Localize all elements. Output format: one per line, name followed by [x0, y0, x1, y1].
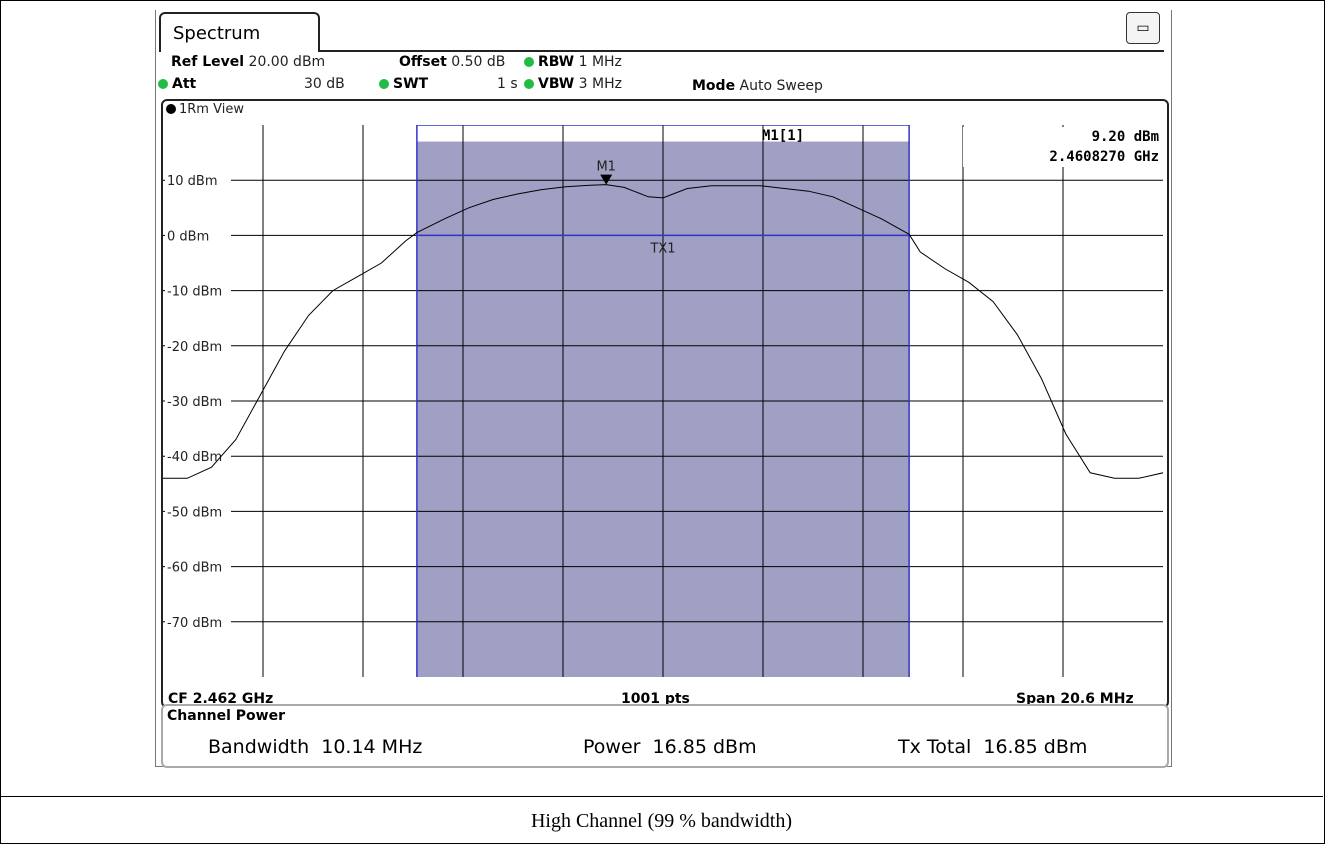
tick-label-background — [165, 447, 231, 465]
figure-caption: High Channel (99 % bandwidth) — [530, 810, 793, 832]
tick-label-background — [165, 557, 231, 575]
y-tick-label: 10 dBm — [167, 174, 218, 189]
swt: SWT — [379, 76, 428, 92]
status-dot-icon — [158, 79, 168, 89]
tab-underline — [319, 50, 1164, 52]
bandwidth-readout: Bandwidth 10.14 MHz — [208, 736, 423, 758]
tick-label-background — [165, 171, 231, 189]
mode: Mode Auto Sweep — [692, 78, 823, 94]
swt-value: 1 s — [497, 76, 518, 92]
y-tick-label: -10 dBm — [167, 285, 222, 300]
offset: Offset 0.50 dB — [399, 54, 506, 70]
tick-label-background — [165, 392, 231, 409]
marker-readout-name: M1[1] — [762, 128, 804, 144]
marker-readout-frequency: 2.4608270 GHz — [1049, 149, 1159, 165]
vbw: VBW 3 MHz — [524, 76, 622, 92]
y-tick-label: -40 dBm — [167, 450, 222, 465]
y-tick-label: -50 dBm — [167, 505, 222, 520]
tab-spectrum-label: Spectrum — [173, 23, 261, 44]
center-frequency: CF 2.462 GHz — [168, 691, 274, 707]
y-tick-label: -60 dBm — [167, 561, 222, 576]
y-tick-label: -20 dBm — [167, 340, 222, 355]
spectrum-plot: 10 dBm 0 dBm -10 dBm -20 dBm -30 dBm -40 dBm -… — [163, 125, 1163, 677]
caption-divider — [0, 796, 1323, 797]
status-dot-icon — [379, 79, 389, 89]
y-tick-label: -30 dBm — [167, 395, 222, 410]
ref-level: Ref Level 20.00 dBm — [171, 54, 326, 70]
att-value: 30 dB — [304, 76, 345, 92]
channel-power-panel: Channel Power Bandwidth 10.14 MHz Power … — [161, 704, 1169, 768]
status-dot-icon — [524, 79, 534, 89]
marker-triangle — [600, 174, 613, 185]
view-indicator-icon — [166, 104, 176, 114]
power-readout: Power 16.85 dBm — [583, 736, 757, 758]
tab-spectrum[interactable]: Spectrum — [159, 12, 320, 52]
tx-channel-label: TX1 — [649, 241, 675, 256]
y-tick-label: 0 dBm — [167, 229, 209, 244]
tick-label-background — [165, 281, 231, 299]
marker-readout-level: 9.20 dBm — [1092, 129, 1159, 145]
status-dot-icon — [524, 57, 534, 67]
marker-readout-background — [963, 127, 1160, 167]
att: Att — [158, 76, 196, 92]
tick-label-background — [165, 502, 231, 520]
tick-label-background — [165, 226, 231, 244]
rbw: RBW 1 MHz — [524, 54, 622, 70]
y-tick-label: -70 dBm — [167, 616, 222, 631]
channel-power-title: Channel Power — [167, 708, 286, 724]
menu-icon[interactable]: ▭ — [1126, 12, 1160, 44]
tick-label-background — [165, 612, 231, 630]
spectrum-trace — [163, 184, 1163, 479]
marker-label: M1 — [596, 160, 616, 175]
span: Span 20.6 MHz — [1016, 691, 1134, 707]
view-label: 1Rm View — [166, 102, 244, 117]
tx-total-readout: Tx Total 16.85 dBm — [898, 736, 1088, 758]
sweep-points: 1001 pts — [621, 691, 690, 707]
tick-label-background — [165, 336, 231, 354]
